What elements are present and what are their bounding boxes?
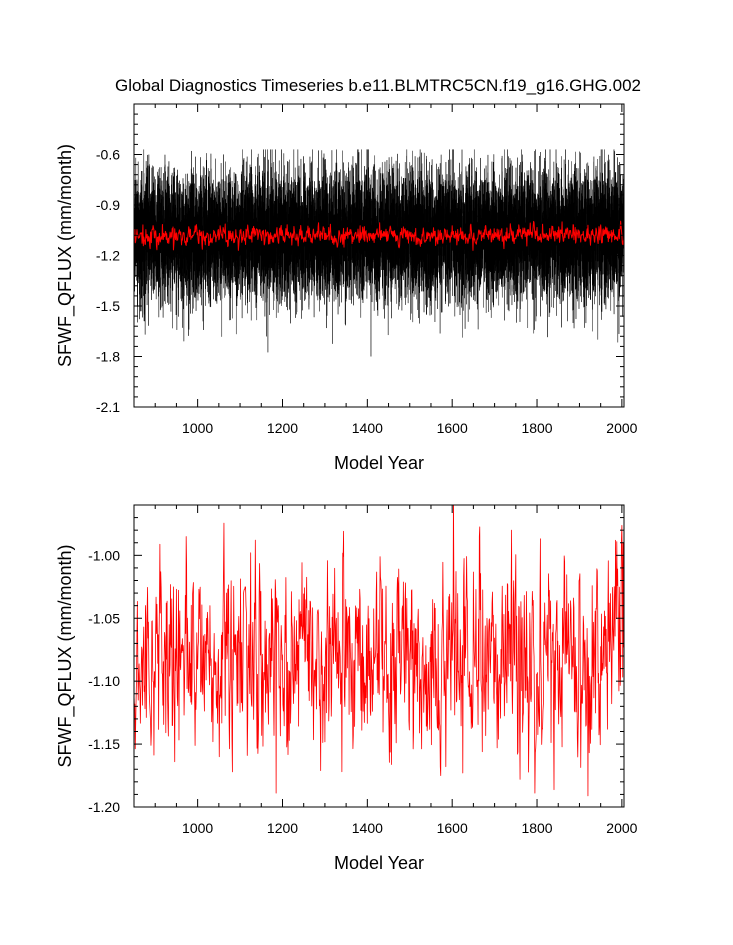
top-panel: -2.1 -1.8 -1.5 -1.2 -0.9 -0.6 1000 1200 1400 1600… <box>55 103 638 473</box>
figure-title: Global Diagnostics Timeseries b.e11.BLMT… <box>115 76 641 95</box>
bottom-series-layer <box>134 505 624 797</box>
top-x-tick-label: 1800 <box>521 420 552 436</box>
bottom-x-tick-label: 1600 <box>437 820 468 836</box>
top-y-tick-label: -1.5 <box>96 298 120 314</box>
top-x-tick-label: 1000 <box>182 420 213 436</box>
bottom-series-annual-line <box>134 505 624 797</box>
bottom-y-axis-title: SFWF_QFLUX (mm/month) <box>55 544 76 767</box>
top-x-tick-label: 1400 <box>352 420 383 436</box>
bottom-y-tick-label: -1.15 <box>88 736 120 752</box>
bottom-x-tick-label: 1200 <box>267 820 298 836</box>
bottom-x-axis-title: Model Year <box>334 853 424 873</box>
bottom-panel: -1.20 -1.15 -1.10 -1.05 -1.00 1000 1200 1400 160… <box>55 504 638 873</box>
bottom-x-tick-label: 1800 <box>521 820 552 836</box>
top-tick-layer: -2.1 -1.8 -1.5 -1.2 -0.9 -0.6 1000 1200 1400 1600… <box>96 103 638 436</box>
top-y-tick-label: -1.8 <box>96 349 120 365</box>
top-x-tick-label: 1600 <box>437 420 468 436</box>
top-series-layer <box>134 149 624 357</box>
top-y-tick-label: -0.9 <box>96 197 120 213</box>
bottom-y-tick-label: -1.20 <box>88 799 120 815</box>
top-y-tick-label: -2.1 <box>96 399 120 415</box>
bottom-x-tick-label: 1000 <box>182 820 213 836</box>
bottom-tick-layer: -1.20 -1.15 -1.10 -1.05 -1.00 1000 1200 1400 160… <box>88 504 638 836</box>
bottom-y-tick-label: -1.10 <box>88 673 120 689</box>
top-y-tick-label: -0.6 <box>96 147 120 163</box>
bottom-x-tick-label: 1400 <box>352 820 383 836</box>
top-y-axis-title: SFWF_QFLUX (mm/month) <box>55 144 76 367</box>
top-y-tick-label: -1.2 <box>96 248 120 264</box>
top-series-monthly-line <box>134 149 624 357</box>
top-series-annual-line <box>134 220 624 251</box>
top-x-tick-label: 2000 <box>606 420 637 436</box>
bottom-y-tick-label: -1.00 <box>88 547 120 563</box>
bottom-x-tick-label: 2000 <box>606 820 637 836</box>
top-x-tick-label: 1200 <box>267 420 298 436</box>
bottom-y-tick-label: -1.05 <box>88 610 120 626</box>
top-x-axis-title: Model Year <box>334 453 424 473</box>
